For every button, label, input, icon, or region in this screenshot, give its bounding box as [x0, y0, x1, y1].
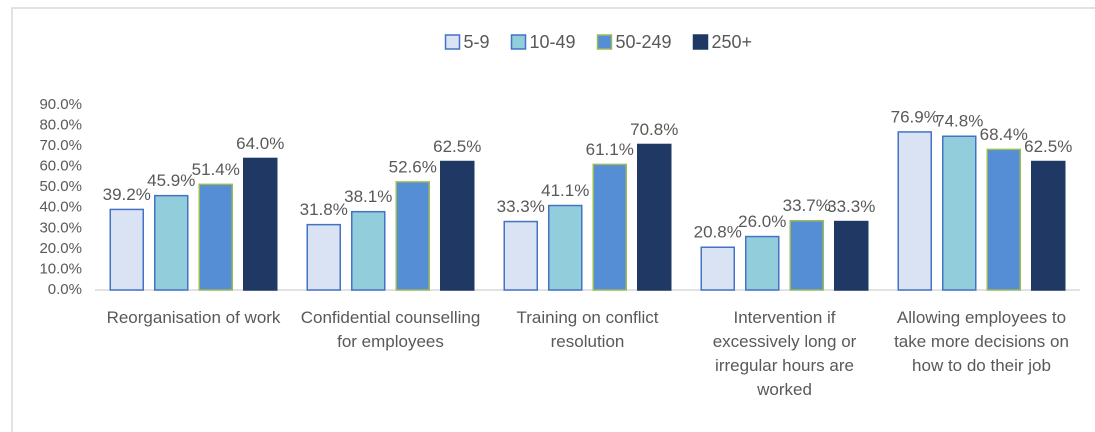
- legend-label: 50-249: [616, 32, 672, 52]
- y-tick-label: 20.0%: [39, 240, 82, 257]
- x-tick-label: Allowing employees to take more decision…: [894, 308, 1069, 375]
- y-tick-label: 50.0%: [39, 178, 82, 195]
- bar: [1031, 160, 1066, 291]
- bar: [700, 246, 735, 291]
- y-tick-label: 40.0%: [39, 199, 82, 216]
- bar: [503, 220, 538, 291]
- bar: [154, 194, 189, 291]
- bar: [897, 131, 932, 291]
- x-tick-label: Training on conflict resolution: [516, 308, 659, 351]
- y-tick-label: 10.0%: [39, 260, 82, 277]
- data-label: 62.5%: [433, 137, 481, 156]
- legend-label: 10-49: [530, 32, 576, 52]
- bar: [198, 183, 233, 291]
- data-label: 20.8%: [694, 223, 742, 242]
- legend-swatch: [692, 34, 709, 50]
- bar: [789, 219, 824, 291]
- data-label: 64.0%: [236, 134, 284, 153]
- y-tick-label: 70.0%: [39, 137, 82, 154]
- data-label: 41.1%: [541, 181, 589, 200]
- data-label: 70.8%: [630, 120, 678, 139]
- data-label: 26.0%: [738, 212, 786, 231]
- bar: [637, 143, 672, 291]
- bar: [986, 148, 1021, 291]
- legend-label: 5-9: [464, 32, 490, 52]
- y-tick-label: 60.0%: [39, 158, 82, 175]
- y-tick-label: 80.0%: [39, 117, 82, 134]
- bar: [109, 208, 144, 291]
- data-label: 45.9%: [147, 171, 195, 190]
- x-tick-label: Confidential counselling for employees: [300, 308, 481, 351]
- x-tick-label: Reorganisation of work: [106, 308, 281, 327]
- data-label: 31.8%: [300, 200, 348, 219]
- legend-swatch: [444, 34, 461, 50]
- y-tick-label: 0.0%: [48, 281, 82, 298]
- bar: [834, 220, 869, 291]
- legend-swatch: [510, 34, 527, 50]
- data-label: 76.9%: [891, 107, 939, 126]
- data-label: 62.5%: [1024, 137, 1072, 156]
- y-tick-label: 90.0%: [39, 96, 82, 113]
- data-label: 33.3%: [497, 197, 545, 216]
- bar: [440, 160, 475, 291]
- bar: [548, 204, 583, 291]
- frame: [11, 7, 1095, 432]
- y-tick-label: 30.0%: [39, 219, 82, 236]
- data-label: 61.1%: [586, 140, 634, 159]
- x-tick-label: Intervention if excessively long or irre…: [712, 308, 857, 399]
- bar: [942, 135, 977, 291]
- bar: [243, 157, 278, 291]
- bar: [745, 235, 780, 291]
- bar: [306, 223, 341, 291]
- data-label: 52.6%: [389, 157, 437, 176]
- legend-swatch: [596, 34, 613, 50]
- data-label: 33.3%: [827, 197, 875, 216]
- data-label: 39.2%: [103, 185, 151, 204]
- bar: [395, 181, 430, 291]
- bar: [351, 210, 386, 291]
- data-label: 38.1%: [344, 187, 392, 206]
- bar: [592, 163, 627, 291]
- data-label: 33.7%: [783, 196, 831, 215]
- legend-label: 250+: [712, 32, 753, 52]
- data-label: 51.4%: [192, 160, 240, 179]
- data-label: 74.8%: [935, 112, 983, 131]
- data-label: 68.4%: [980, 125, 1028, 144]
